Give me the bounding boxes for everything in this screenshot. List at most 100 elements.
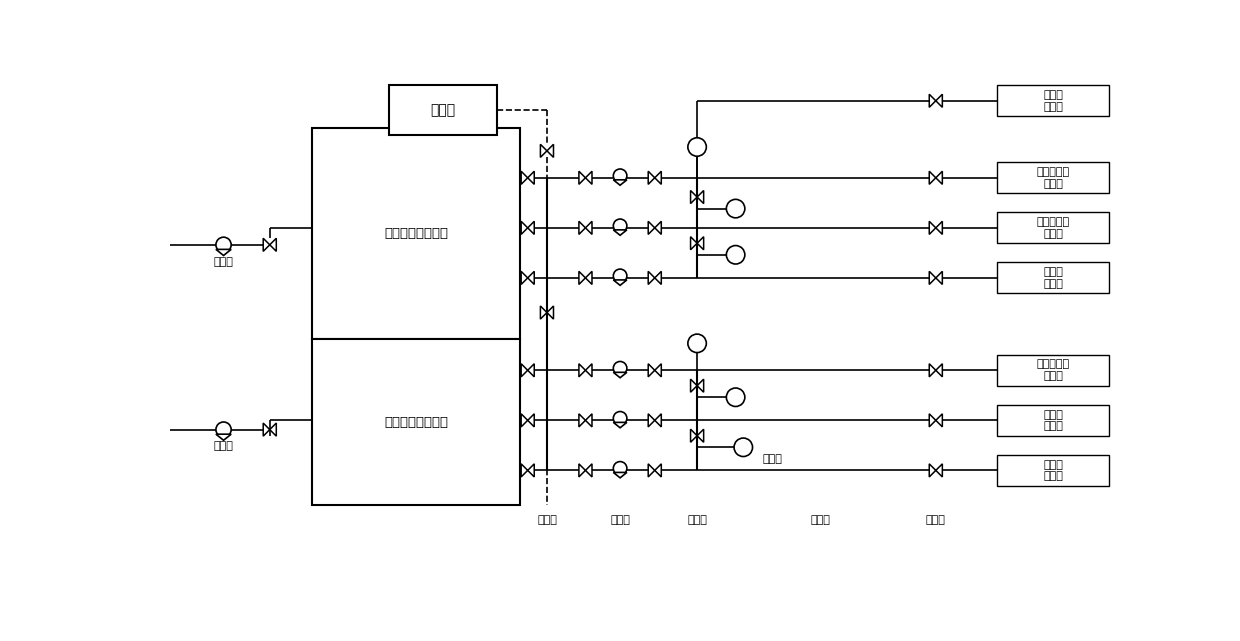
Polygon shape: [521, 171, 528, 185]
Polygon shape: [614, 372, 627, 378]
Polygon shape: [528, 271, 534, 285]
Bar: [312, 340, 520, 505]
Bar: [997, 162, 1109, 193]
Circle shape: [614, 362, 627, 375]
Text: 卸药泵: 卸药泵: [213, 442, 233, 451]
Circle shape: [614, 219, 627, 233]
Circle shape: [614, 462, 627, 475]
Circle shape: [734, 438, 753, 456]
Polygon shape: [929, 464, 936, 477]
Circle shape: [216, 237, 231, 253]
Polygon shape: [528, 221, 534, 235]
Text: 卸药泵: 卸药泵: [213, 256, 233, 267]
Polygon shape: [528, 464, 534, 477]
Bar: [997, 405, 1109, 436]
Text: 支流管: 支流管: [811, 515, 831, 526]
Polygon shape: [521, 414, 528, 427]
Text: 出药管: 出药管: [537, 515, 557, 526]
Polygon shape: [579, 221, 585, 235]
Polygon shape: [655, 464, 661, 477]
Polygon shape: [697, 190, 703, 204]
Polygon shape: [936, 464, 942, 477]
Polygon shape: [936, 171, 942, 185]
Polygon shape: [579, 464, 585, 477]
Text: 高效沉淀池
投加点: 高效沉淀池 投加点: [1037, 217, 1070, 238]
Bar: [312, 128, 520, 340]
Polygon shape: [585, 464, 591, 477]
Bar: [997, 263, 1109, 294]
Polygon shape: [655, 363, 661, 377]
Polygon shape: [614, 280, 627, 285]
Polygon shape: [216, 249, 231, 256]
Text: 铝盐除磷剂储药池: 铝盐除磷剂储药池: [384, 416, 448, 429]
Text: 高效沉淀池
投加点: 高效沉淀池 投加点: [1037, 167, 1070, 188]
Polygon shape: [649, 363, 655, 377]
Polygon shape: [936, 94, 942, 107]
Polygon shape: [929, 221, 936, 235]
Polygon shape: [655, 414, 661, 427]
Polygon shape: [929, 363, 936, 377]
Text: 冲洗水: 冲洗水: [430, 103, 455, 117]
Polygon shape: [579, 363, 585, 377]
Circle shape: [727, 199, 745, 218]
Polygon shape: [614, 472, 627, 478]
Circle shape: [688, 138, 707, 156]
Polygon shape: [614, 230, 627, 235]
Polygon shape: [697, 379, 703, 392]
Bar: [997, 85, 1109, 116]
Polygon shape: [263, 423, 270, 436]
Text: 流量计: 流量计: [763, 454, 782, 464]
Circle shape: [614, 269, 627, 283]
Polygon shape: [936, 221, 942, 235]
Bar: [997, 355, 1109, 386]
Polygon shape: [649, 414, 655, 427]
Polygon shape: [547, 306, 553, 319]
Circle shape: [727, 388, 745, 406]
Polygon shape: [649, 464, 655, 477]
Polygon shape: [528, 171, 534, 185]
Polygon shape: [614, 422, 627, 428]
Polygon shape: [585, 414, 591, 427]
Polygon shape: [579, 171, 585, 185]
Polygon shape: [270, 423, 277, 436]
Polygon shape: [579, 414, 585, 427]
Polygon shape: [691, 429, 697, 442]
Polygon shape: [655, 271, 661, 285]
Polygon shape: [541, 306, 547, 319]
Polygon shape: [936, 271, 942, 285]
Polygon shape: [691, 190, 697, 204]
Polygon shape: [614, 180, 627, 185]
Circle shape: [614, 412, 627, 425]
Polygon shape: [585, 221, 591, 235]
Polygon shape: [929, 94, 936, 107]
Polygon shape: [649, 171, 655, 185]
Polygon shape: [655, 171, 661, 185]
Polygon shape: [585, 363, 591, 377]
Polygon shape: [216, 434, 231, 440]
Polygon shape: [270, 238, 277, 251]
Bar: [997, 455, 1109, 486]
Bar: [997, 212, 1109, 243]
Polygon shape: [691, 237, 697, 250]
Polygon shape: [528, 363, 534, 377]
Polygon shape: [649, 271, 655, 285]
Polygon shape: [263, 238, 270, 251]
Circle shape: [727, 246, 745, 264]
Text: 二沉池
投加点: 二沉池 投加点: [1043, 267, 1063, 288]
Text: 电磁阀: 电磁阀: [926, 515, 946, 526]
Text: 生物池
投加点: 生物池 投加点: [1043, 460, 1063, 481]
Text: 二沉池
投加点: 二沉池 投加点: [1043, 410, 1063, 431]
Bar: [389, 85, 497, 135]
Polygon shape: [936, 363, 942, 377]
Polygon shape: [547, 144, 553, 158]
Polygon shape: [929, 171, 936, 185]
Text: 加药泵: 加药泵: [610, 515, 630, 526]
Polygon shape: [585, 171, 591, 185]
Polygon shape: [579, 271, 585, 285]
Text: 高效沉淀池
投加点: 高效沉淀池 投加点: [1037, 360, 1070, 381]
Text: 分流管: 分流管: [687, 515, 707, 526]
Polygon shape: [936, 414, 942, 427]
Polygon shape: [585, 271, 591, 285]
Polygon shape: [697, 429, 703, 442]
Polygon shape: [929, 414, 936, 427]
